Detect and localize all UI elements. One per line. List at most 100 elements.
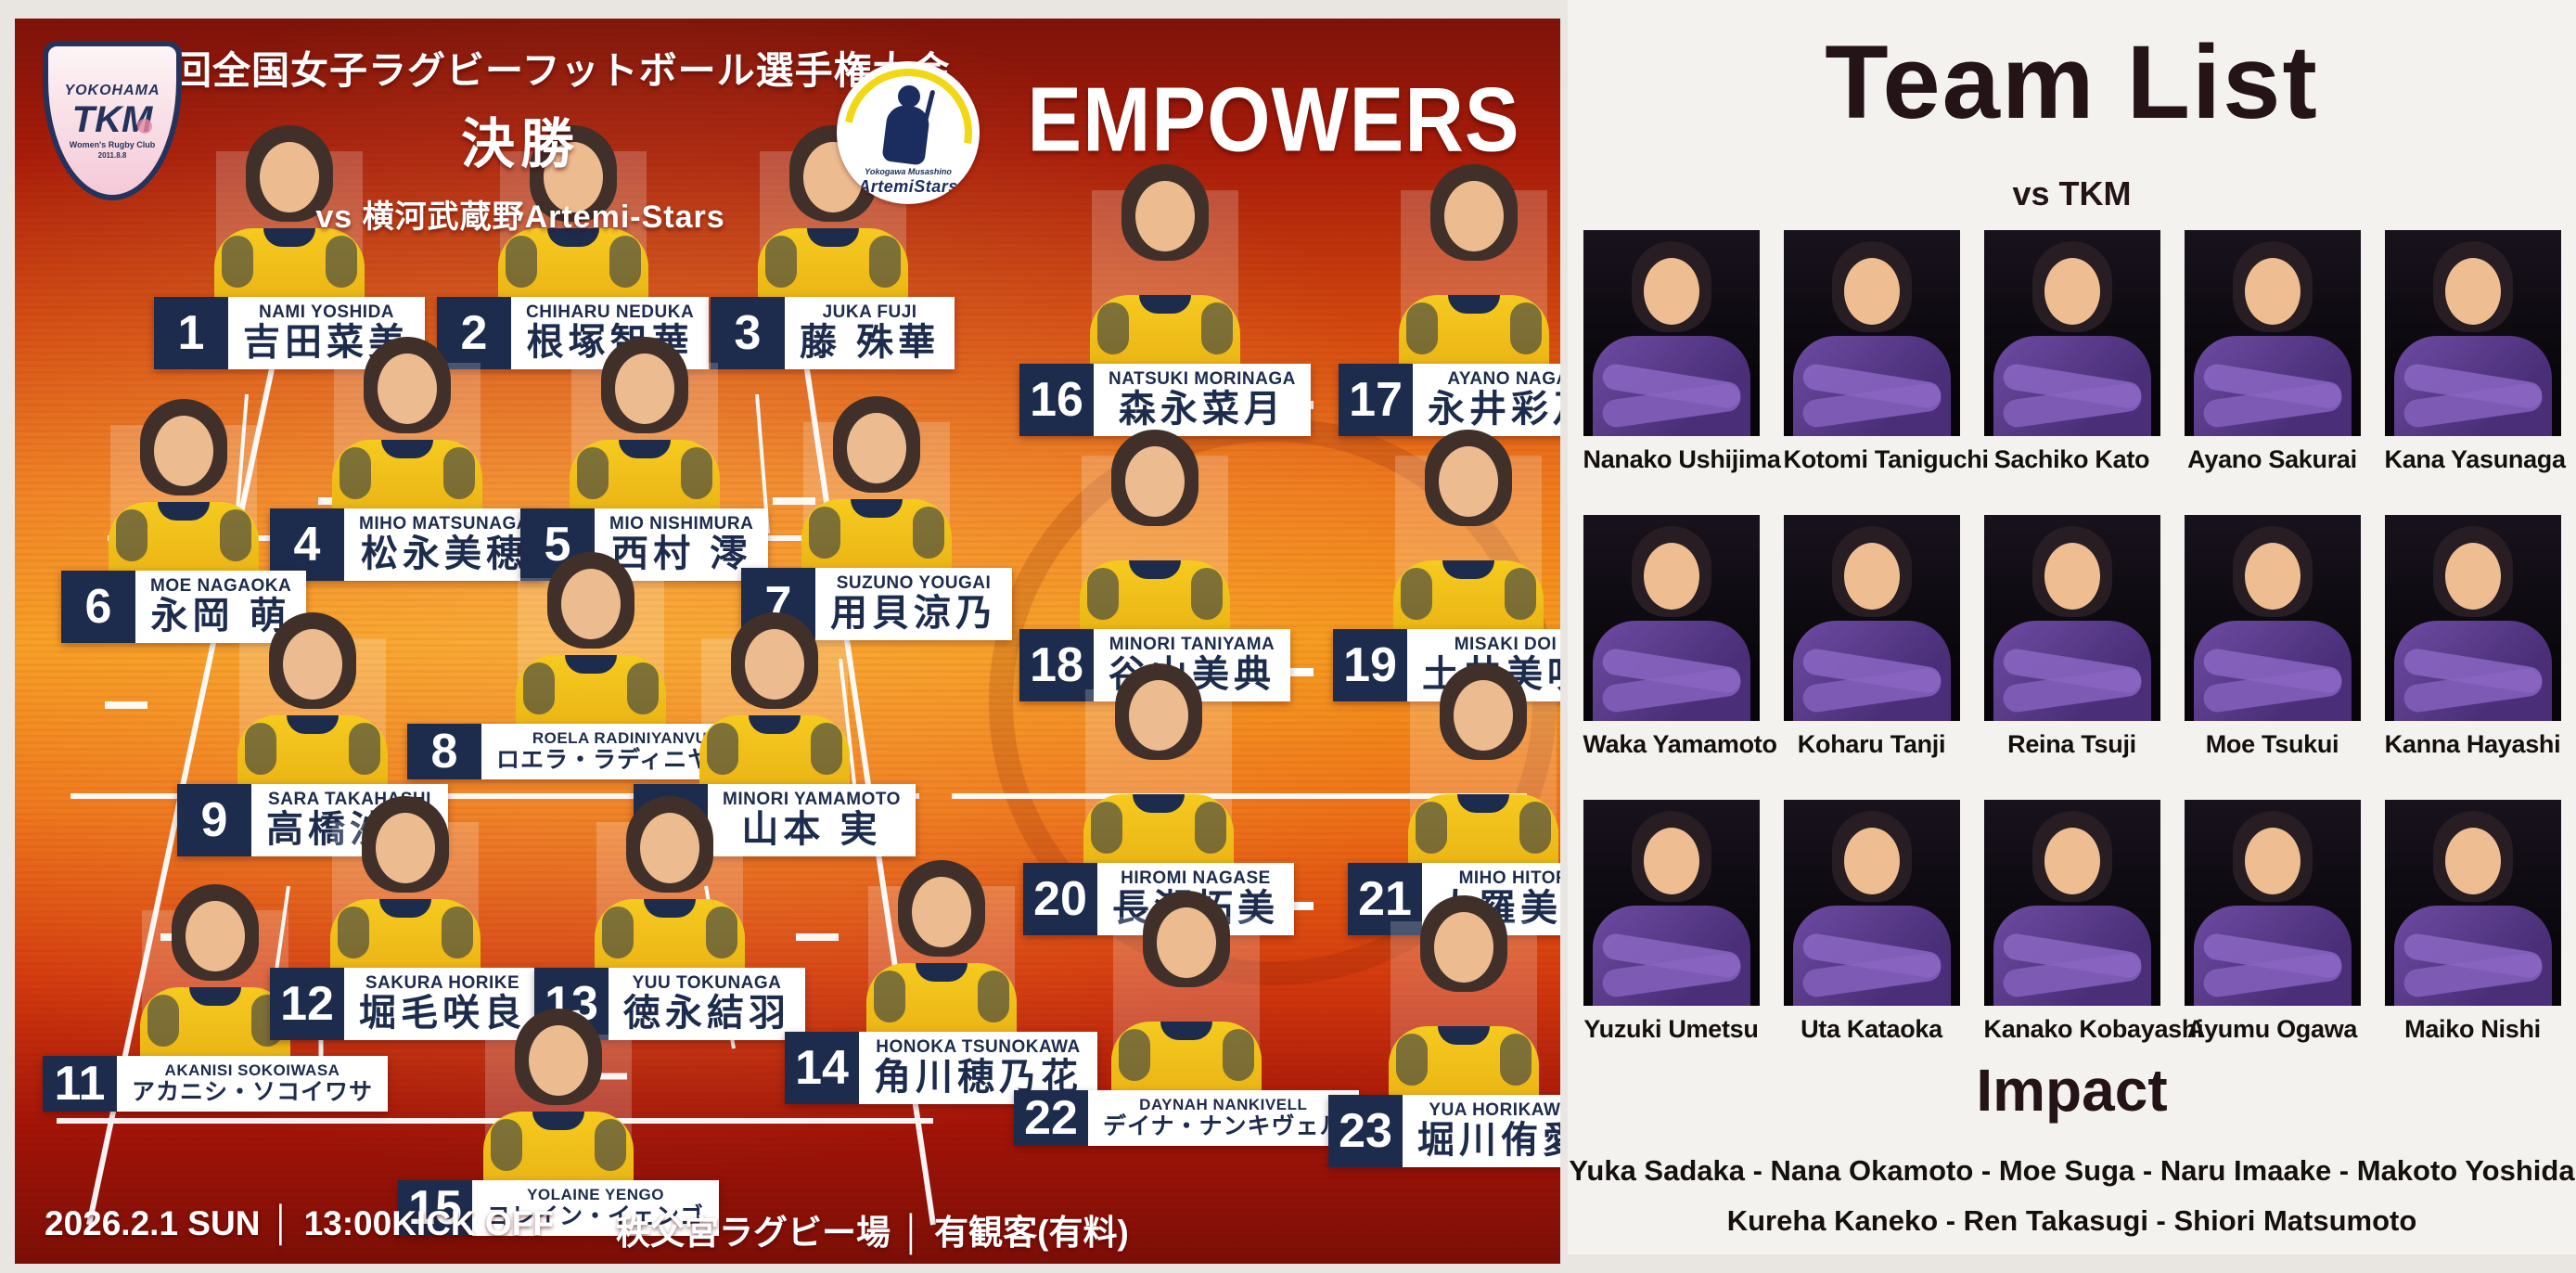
player-photo bbox=[1384, 424, 1553, 685]
player-photo bbox=[228, 607, 397, 840]
player-name-jp: 永井彩乃 bbox=[1428, 388, 1560, 430]
player-name-en: NATSUKI MORINAGA bbox=[1109, 369, 1296, 389]
player-label: 4 MIHO MATSUNAGA 松永美穂 bbox=[270, 508, 545, 581]
tournament-title: 第12回全国女子ラグビーフットボール選手権大会 bbox=[90, 49, 951, 92]
player-number: 11 bbox=[43, 1056, 117, 1112]
player-name: Kotomi Taniguchi bbox=[1783, 445, 1989, 473]
player-name-en: MISAKI DOI bbox=[1454, 635, 1557, 654]
player-name-jp: ヨレイン・イェンゴ bbox=[487, 1202, 705, 1229]
substitute-23: 23 YUA HORIKAWA堀川侑愛 bbox=[1328, 895, 1560, 1167]
player-label: 12 SAKURA HORIKE 堀毛咲良 bbox=[270, 968, 541, 1040]
substitute-22: 22 DAYNAH NANKIVELL デイナ・ナンキヴェル bbox=[1014, 891, 1359, 1146]
player-name: Moe Tsukui bbox=[2205, 730, 2339, 758]
player-photo bbox=[1102, 885, 1271, 1146]
empowers-heading: EMPOWERS bbox=[1027, 68, 1520, 171]
player-photo bbox=[1390, 159, 1558, 419]
player-portrait bbox=[1783, 230, 1960, 436]
starter-14: 14 HONOKA TSUNOKAWA 角川穂乃花 bbox=[785, 860, 1097, 1104]
player-name-jp: 藤 殊華 bbox=[800, 321, 941, 363]
venue-info: 秩父宮ラグビー場 │ 有観客(有料) bbox=[616, 1204, 1129, 1254]
player-photo bbox=[1379, 890, 1548, 1151]
player-name-en: HONOKA TSUNOKAWA bbox=[876, 1037, 1081, 1057]
player-name: Kanna Hayashi bbox=[2384, 730, 2561, 758]
player-name-jp: デイナ・ナンキヴェル bbox=[1103, 1112, 1344, 1139]
starter-12: 12 SAKURA HORIKE 堀毛咲良 bbox=[270, 796, 541, 1040]
player-number: 9 bbox=[177, 784, 251, 856]
player-name-en: MIHO HITORA bbox=[1458, 868, 1560, 888]
player-photo bbox=[1070, 424, 1239, 685]
versus-line: vs 横河武蔵野Artemi-Stars bbox=[315, 199, 725, 235]
player-number: 17 bbox=[1339, 364, 1413, 436]
artemi-stars-logo: Yokogawa Musashino ArtemiStars bbox=[837, 61, 980, 204]
footer-separator: │ bbox=[902, 1214, 924, 1252]
kickoff-time: 13:00KICK OFF bbox=[303, 1204, 554, 1242]
footer-separator: │ bbox=[271, 1204, 293, 1242]
player-name-en: MINORI YAMAMOTO bbox=[723, 790, 901, 809]
starter-4: 4 MIHO MATSUNAGA 松永美穂 bbox=[270, 337, 545, 581]
team-list-title: Team List bbox=[1825, 24, 2319, 140]
player-name: Ayano Sakurai bbox=[2187, 445, 2357, 473]
player-photo bbox=[560, 331, 729, 564]
player-name-en: YUA HORIKAWA bbox=[1429, 1100, 1560, 1120]
player-number: 22 bbox=[1014, 1090, 1088, 1146]
team-list-cell: Nanako Ushijima bbox=[1583, 230, 1781, 474]
tkm-founded: 2011.8.8 bbox=[97, 150, 127, 160]
player-name-jp: 堀川侑愛 bbox=[1417, 1119, 1560, 1161]
team-list-cell: Waka Yamamoto bbox=[1583, 515, 1777, 759]
team-list-cell: Koharu Tanji bbox=[1783, 515, 1960, 759]
player-name-jp: 角川穂乃花 bbox=[874, 1056, 1083, 1098]
player-number: 19 bbox=[1333, 629, 1407, 701]
player-number: 20 bbox=[1023, 863, 1097, 935]
player-name-en: DAYNAH NANKIVELL bbox=[1139, 1096, 1308, 1114]
player-name-jp: 森永菜月 bbox=[1118, 388, 1286, 430]
player-name-en: ROELA RADINIYANVUNI bbox=[532, 729, 724, 748]
player-number: 14 bbox=[785, 1032, 859, 1104]
player-name-en: MIO NISHIMURA bbox=[609, 514, 754, 534]
team-list-cell: Ayano Sakurai bbox=[2184, 230, 2361, 474]
player-label: 16 NATSUKI MORINAGA 森永菜月 bbox=[1019, 364, 1311, 436]
substitute-16: 16 NATSUKI MORINAGA 森永菜月 bbox=[1019, 164, 1311, 436]
player-number: 18 bbox=[1019, 629, 1094, 701]
player-name: Ayumu Ogawa bbox=[2186, 1015, 2358, 1043]
player-photo bbox=[1074, 658, 1243, 919]
match-date: 2026.2.1 SUN bbox=[45, 1204, 261, 1242]
player-photo bbox=[690, 607, 859, 840]
player-name: Reina Tsuji bbox=[2007, 730, 2136, 758]
impact-players-line1: Yuka Sadaka - Nana Okamoto - Moe Suga - … bbox=[1569, 1154, 2575, 1187]
attendance-note: 有観客(有料) bbox=[934, 1214, 1129, 1252]
player-number: 23 bbox=[1328, 1095, 1403, 1167]
player-portrait bbox=[1783, 515, 1960, 721]
player-name-en: CHIHARU NEDUKA bbox=[526, 302, 695, 322]
team-list-cell: Kana Yasunaga bbox=[2384, 230, 2567, 474]
player-photo bbox=[585, 791, 754, 1023]
venue-name: 秩父宮ラグビー場 bbox=[616, 1214, 891, 1252]
player-portrait bbox=[1583, 230, 1760, 436]
player-number: 21 bbox=[1348, 863, 1422, 935]
player-portrait bbox=[1583, 800, 1760, 1006]
team-list-cell: Moe Tsukui bbox=[2184, 515, 2361, 759]
player-name-jp: 堀毛咲良 bbox=[359, 992, 526, 1034]
player-name: Kana Yasunaga bbox=[2384, 445, 2567, 473]
player-label: 23 YUA HORIKAWA堀川侑愛 bbox=[1328, 1095, 1560, 1167]
starter-11: 11 AKANISI SOKOIWASA アカニシ・ソコイワサ bbox=[43, 884, 389, 1112]
player-photo bbox=[323, 331, 492, 564]
player-label: 3 JUKA FUJI 藤 殊華 bbox=[711, 297, 955, 369]
player-name-jp: 山本 実 bbox=[741, 808, 882, 850]
player-name-en: YOLAINE YENGO bbox=[527, 1186, 664, 1204]
team-list-cell: Sachiko Kato bbox=[1983, 230, 2160, 474]
substitute-17: 17 AYANO NAGAI永井彩乃 bbox=[1339, 164, 1560, 436]
player-name-jp: 用貝涼乃 bbox=[830, 592, 997, 634]
player-name: Waka Yamamoto bbox=[1583, 730, 1777, 758]
player-number: 16 bbox=[1019, 364, 1094, 436]
tkm-city: YOKOHAMA bbox=[64, 82, 160, 98]
team-list-panel: Team List vs TKM Nanako Ushijima Kotomi … bbox=[1568, 0, 2576, 1254]
team-list-cell: Ayumu Ogawa bbox=[2184, 800, 2361, 1044]
team-list-cell: Kanako Kobayashi bbox=[1983, 800, 2204, 1044]
player-name: Koharu Tanji bbox=[1797, 730, 1946, 758]
player-label: 15 YOLAINE YENGO ヨレイン・イェンゴ bbox=[398, 1180, 720, 1236]
player-portrait bbox=[1983, 515, 2160, 721]
player-label: 2 CHIHARU NEDUKA 根塚智華 bbox=[437, 297, 710, 369]
